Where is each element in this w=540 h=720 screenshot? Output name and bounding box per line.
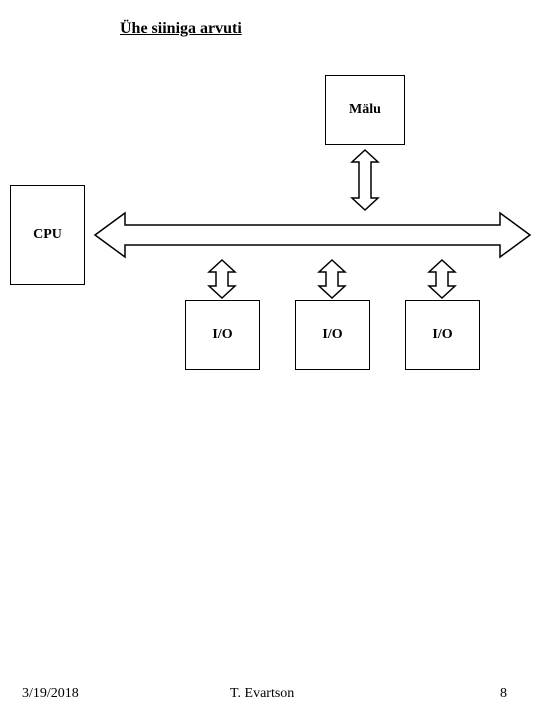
mem-box: Mälu [325,75,405,145]
cpu-label: CPU [33,227,62,243]
connector-io3-bus [429,260,455,298]
connector-io1-bus [209,260,235,298]
mem-label: Mälu [349,102,381,118]
footer-author: T. Evartson [230,686,294,702]
io2-label: I/O [322,327,342,343]
connector-io2-bus [319,260,345,298]
io3-box: I/O [405,300,480,370]
io1-box: I/O [185,300,260,370]
footer-page: 8 [500,686,507,702]
io3-label: I/O [432,327,452,343]
bus-arrow [95,213,530,257]
cpu-box: CPU [10,185,85,285]
io1-label: I/O [212,327,232,343]
io2-box: I/O [295,300,370,370]
connector-mem-bus [352,150,378,210]
footer-date: 3/19/2018 [22,686,79,702]
